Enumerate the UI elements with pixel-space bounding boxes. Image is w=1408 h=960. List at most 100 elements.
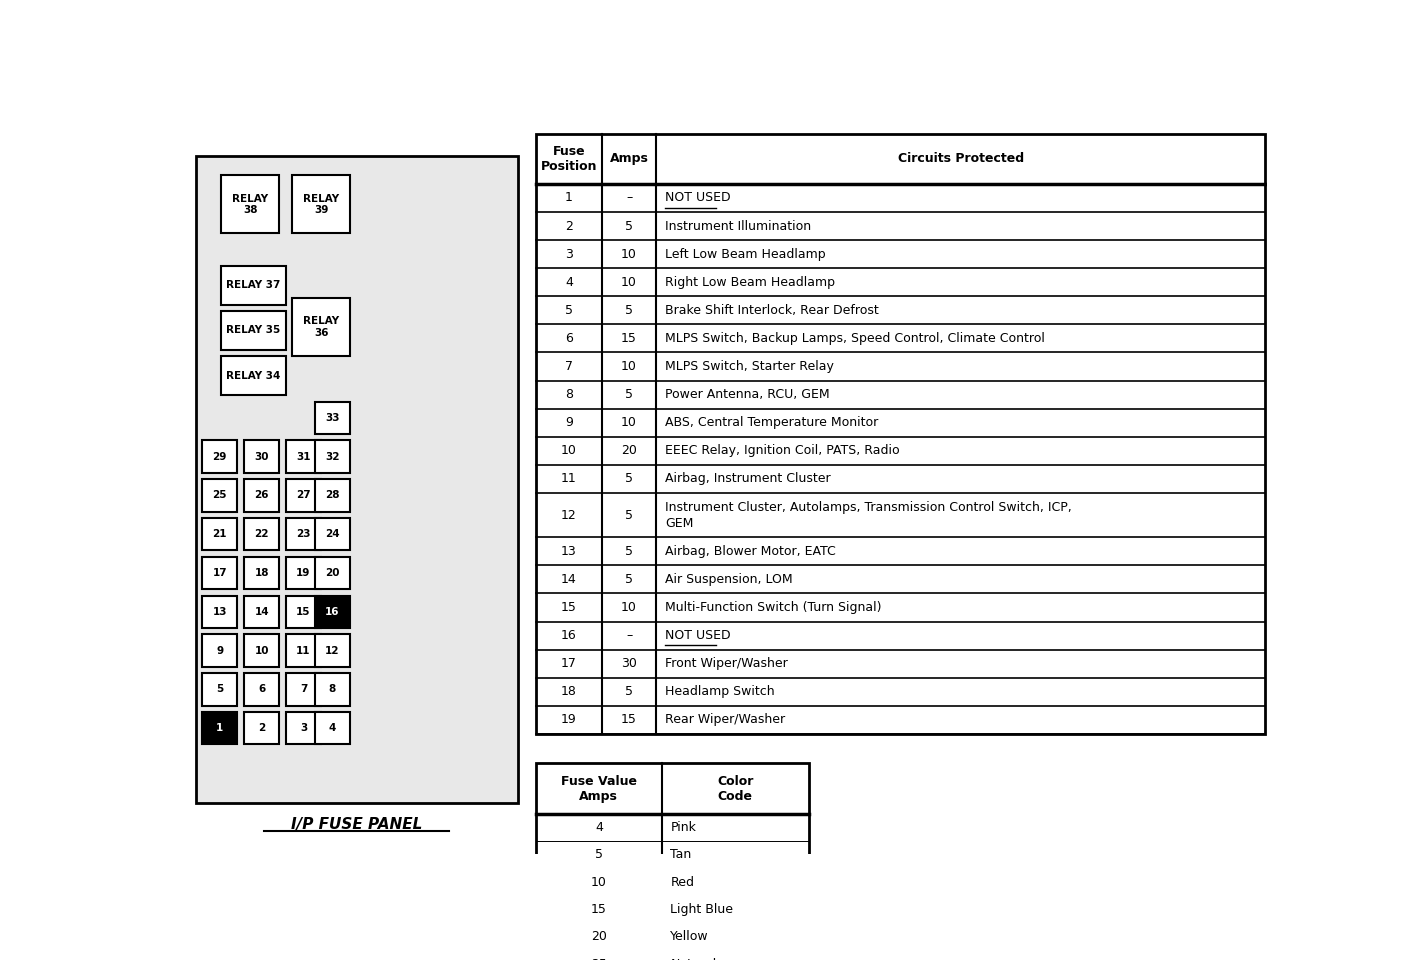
Text: 21: 21 bbox=[213, 529, 227, 540]
Text: RELAY 37: RELAY 37 bbox=[227, 280, 280, 290]
FancyBboxPatch shape bbox=[286, 441, 321, 472]
Text: 18: 18 bbox=[255, 568, 269, 578]
FancyBboxPatch shape bbox=[286, 518, 321, 550]
Text: 12: 12 bbox=[560, 509, 577, 521]
Text: 13: 13 bbox=[560, 545, 577, 558]
Text: 25: 25 bbox=[213, 491, 227, 500]
Text: 10: 10 bbox=[621, 360, 636, 373]
Text: 15: 15 bbox=[621, 332, 636, 345]
Text: 1: 1 bbox=[217, 723, 224, 733]
Text: 5: 5 bbox=[565, 304, 573, 317]
Text: 20: 20 bbox=[621, 444, 636, 457]
Text: 33: 33 bbox=[325, 413, 339, 422]
Text: Air Suspension, LOM: Air Suspension, LOM bbox=[665, 573, 793, 586]
Text: 10: 10 bbox=[621, 248, 636, 261]
Text: Red: Red bbox=[670, 876, 694, 889]
Text: 7: 7 bbox=[300, 684, 307, 694]
Text: 5: 5 bbox=[625, 685, 634, 698]
Text: 9: 9 bbox=[565, 417, 573, 429]
Text: 6: 6 bbox=[565, 332, 573, 345]
Text: 4: 4 bbox=[596, 821, 603, 834]
Text: 14: 14 bbox=[560, 573, 577, 586]
FancyBboxPatch shape bbox=[315, 479, 351, 512]
Text: Fuse Value
Amps: Fuse Value Amps bbox=[560, 775, 636, 803]
Text: 23: 23 bbox=[296, 529, 311, 540]
Text: 10: 10 bbox=[621, 276, 636, 289]
FancyBboxPatch shape bbox=[293, 299, 351, 356]
Text: 10: 10 bbox=[591, 876, 607, 889]
Text: Light Blue: Light Blue bbox=[670, 903, 734, 916]
Text: Natural: Natural bbox=[670, 958, 717, 960]
Text: Amps: Amps bbox=[610, 153, 649, 165]
Text: 28: 28 bbox=[325, 491, 339, 500]
FancyBboxPatch shape bbox=[536, 763, 810, 960]
FancyBboxPatch shape bbox=[286, 595, 321, 628]
Text: 16: 16 bbox=[325, 607, 339, 617]
FancyBboxPatch shape bbox=[244, 518, 279, 550]
FancyBboxPatch shape bbox=[196, 156, 518, 803]
Text: Headlamp Switch: Headlamp Switch bbox=[665, 685, 774, 698]
FancyBboxPatch shape bbox=[203, 635, 238, 667]
FancyBboxPatch shape bbox=[286, 635, 321, 667]
FancyBboxPatch shape bbox=[315, 673, 351, 706]
Text: RELAY
39: RELAY 39 bbox=[303, 194, 339, 215]
Text: Instrument Cluster, Autolamps, Transmission Control Switch, ICP,: Instrument Cluster, Autolamps, Transmiss… bbox=[665, 500, 1071, 514]
Text: 30: 30 bbox=[621, 658, 636, 670]
Text: 30: 30 bbox=[255, 451, 269, 462]
Text: Left Low Beam Headlamp: Left Low Beam Headlamp bbox=[665, 248, 825, 261]
Text: 15: 15 bbox=[296, 607, 311, 617]
FancyBboxPatch shape bbox=[221, 176, 279, 233]
Text: 5: 5 bbox=[625, 388, 634, 401]
FancyBboxPatch shape bbox=[221, 266, 286, 304]
Text: Yellow: Yellow bbox=[670, 930, 710, 944]
Text: 3: 3 bbox=[565, 248, 573, 261]
FancyBboxPatch shape bbox=[536, 133, 1264, 733]
Text: 4: 4 bbox=[328, 723, 337, 733]
Text: 15: 15 bbox=[621, 713, 636, 727]
Text: 16: 16 bbox=[560, 629, 577, 642]
FancyBboxPatch shape bbox=[315, 712, 351, 744]
Text: Power Antenna, RCU, GEM: Power Antenna, RCU, GEM bbox=[665, 388, 829, 401]
FancyBboxPatch shape bbox=[203, 441, 238, 472]
Text: EEEC Relay, Ignition Coil, PATS, Radio: EEEC Relay, Ignition Coil, PATS, Radio bbox=[665, 444, 900, 457]
Text: 17: 17 bbox=[213, 568, 227, 578]
FancyBboxPatch shape bbox=[315, 635, 351, 667]
Text: 5: 5 bbox=[625, 573, 634, 586]
Text: 10: 10 bbox=[621, 417, 636, 429]
Text: MLPS Switch, Backup Lamps, Speed Control, Climate Control: MLPS Switch, Backup Lamps, Speed Control… bbox=[665, 332, 1045, 345]
Text: 5: 5 bbox=[625, 220, 634, 232]
Text: Front Wiper/Washer: Front Wiper/Washer bbox=[665, 658, 788, 670]
Text: Circuits Protected: Circuits Protected bbox=[898, 153, 1024, 165]
Text: 13: 13 bbox=[213, 607, 227, 617]
Text: 11: 11 bbox=[296, 646, 311, 656]
Text: RELAY
38: RELAY 38 bbox=[232, 194, 269, 215]
FancyBboxPatch shape bbox=[203, 595, 238, 628]
Text: 4: 4 bbox=[565, 276, 573, 289]
Text: 5: 5 bbox=[625, 304, 634, 317]
Text: 10: 10 bbox=[255, 646, 269, 656]
Text: 5: 5 bbox=[217, 684, 224, 694]
Text: GEM: GEM bbox=[665, 517, 694, 531]
Text: 15: 15 bbox=[560, 601, 577, 614]
Text: 10: 10 bbox=[560, 444, 577, 457]
Text: Right Low Beam Headlamp: Right Low Beam Headlamp bbox=[665, 276, 835, 289]
Text: Multi-Function Switch (Turn Signal): Multi-Function Switch (Turn Signal) bbox=[665, 601, 881, 614]
Text: RELAY 34: RELAY 34 bbox=[227, 371, 280, 381]
Text: 20: 20 bbox=[591, 930, 607, 944]
FancyBboxPatch shape bbox=[203, 712, 238, 744]
Text: –: – bbox=[627, 191, 632, 204]
FancyBboxPatch shape bbox=[286, 712, 321, 744]
FancyBboxPatch shape bbox=[244, 635, 279, 667]
Text: 29: 29 bbox=[213, 451, 227, 462]
Text: 17: 17 bbox=[560, 658, 577, 670]
FancyBboxPatch shape bbox=[286, 479, 321, 512]
Text: NOT USED: NOT USED bbox=[665, 629, 731, 642]
Text: 18: 18 bbox=[560, 685, 577, 698]
Text: Color
Code: Color Code bbox=[717, 775, 753, 803]
Text: I/P FUSE PANEL: I/P FUSE PANEL bbox=[291, 818, 422, 832]
Text: 31: 31 bbox=[296, 451, 311, 462]
Text: 8: 8 bbox=[565, 388, 573, 401]
FancyBboxPatch shape bbox=[315, 595, 351, 628]
FancyBboxPatch shape bbox=[203, 673, 238, 706]
Text: 19: 19 bbox=[560, 713, 577, 727]
